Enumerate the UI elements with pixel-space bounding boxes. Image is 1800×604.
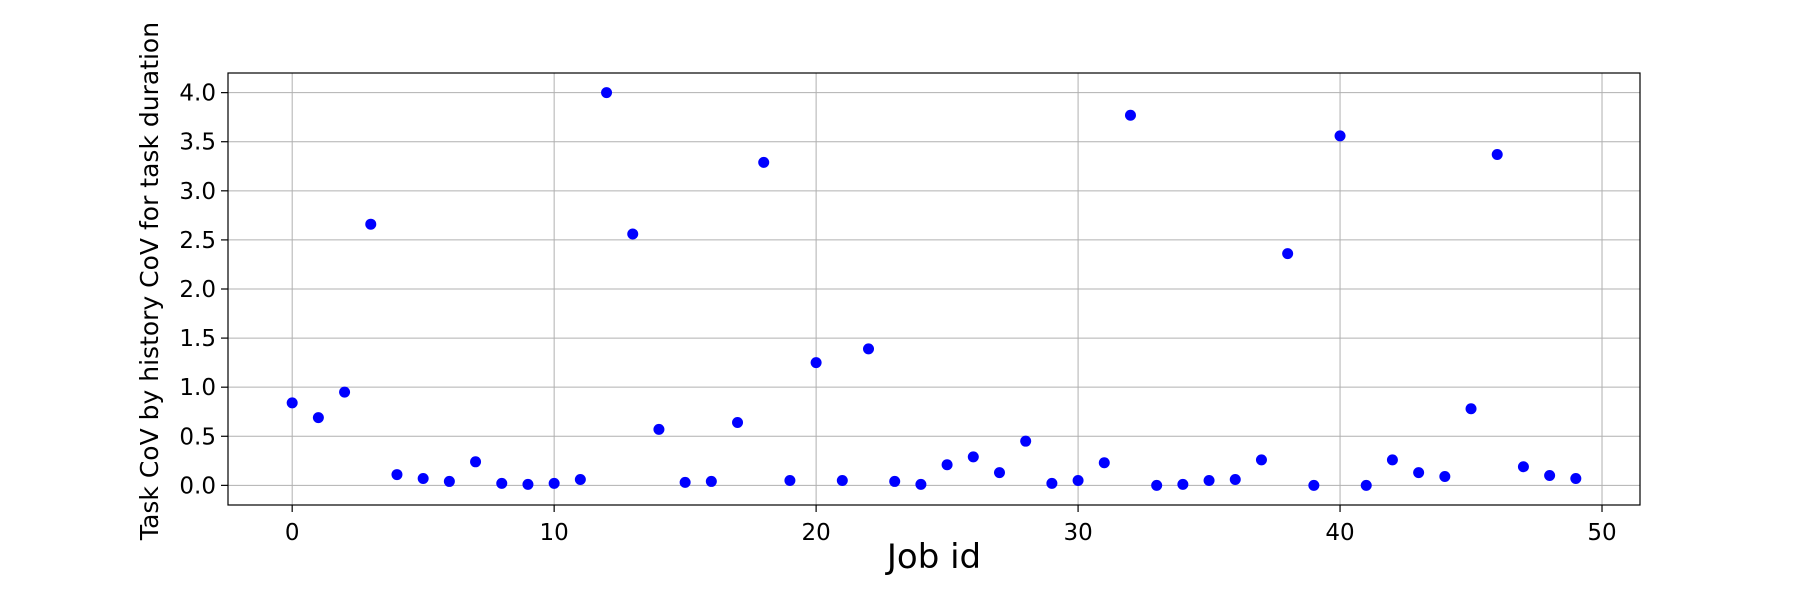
x-tick-label: 10 [540,520,569,546]
data-point [470,456,482,468]
data-point [1124,109,1136,121]
data-point [391,469,403,481]
data-point [1151,479,1163,491]
data-point [522,478,534,490]
y-tick-label: 1.0 [179,375,216,401]
data-point [1517,461,1529,473]
data-point [574,473,586,485]
data-point [784,474,796,486]
data-point [653,423,665,435]
data-point [810,357,822,369]
data-point [1098,457,1110,469]
data-point [915,478,927,490]
grid-lines [228,73,1640,505]
y-tick-label: 3.0 [179,179,216,205]
data-point [1334,130,1346,142]
data-point [863,343,875,355]
data-point [1360,479,1372,491]
data-point [1072,474,1084,486]
x-tick-label: 30 [1063,520,1092,546]
x-axis-ticks: 0 10 20 30 40 50 [285,505,1617,546]
data-point [1544,470,1556,482]
x-tick-label: 40 [1325,520,1354,546]
y-axis-ticks: 0.0 0.5 1.0 1.5 2.0 2.5 3.0 3.5 4.0 [179,81,228,499]
data-point [758,156,770,168]
data-point [417,472,429,484]
x-tick-label: 50 [1587,520,1616,546]
y-tick-label: 1.5 [179,326,216,352]
y-tick-label: 3.5 [179,130,216,156]
data-point [889,475,901,487]
data-point [705,475,717,487]
data-point [967,451,979,463]
data-point [286,397,298,409]
data-point [548,477,560,489]
data-point [941,459,953,471]
x-axis-label: Job id [885,537,981,577]
data-point [365,218,377,230]
data-point [1465,403,1477,415]
y-tick-label: 0.5 [179,424,216,450]
data-point [1229,473,1241,485]
data-point [1046,477,1058,489]
data-point [312,412,324,424]
data-point [1177,478,1189,490]
data-point [1020,435,1032,447]
data-point [836,474,848,486]
data-point [443,475,455,487]
data-point [627,228,639,240]
data-point [1439,471,1451,483]
data-point [1255,454,1267,466]
data-point [601,87,613,99]
data-point [732,417,744,429]
y-tick-label: 0.0 [179,473,216,499]
y-tick-label: 2.0 [179,277,216,303]
data-point [1386,454,1398,466]
data-point [496,477,508,489]
y-axis-label: Task CoV by history CoV for task duratio… [135,22,164,541]
data-point [1203,474,1215,486]
data-point [1308,479,1320,491]
data-point [1491,148,1503,160]
y-tick-label: 4.0 [179,81,216,107]
data-point [1570,472,1582,484]
x-tick-label: 20 [801,520,830,546]
data-point [1413,467,1425,479]
data-point [993,467,1005,479]
y-tick-label: 2.5 [179,228,216,254]
x-tick-label: 0 [285,520,300,546]
data-point [1282,248,1294,260]
data-point [679,476,691,488]
data-point [339,386,351,398]
data-points [286,87,1582,491]
